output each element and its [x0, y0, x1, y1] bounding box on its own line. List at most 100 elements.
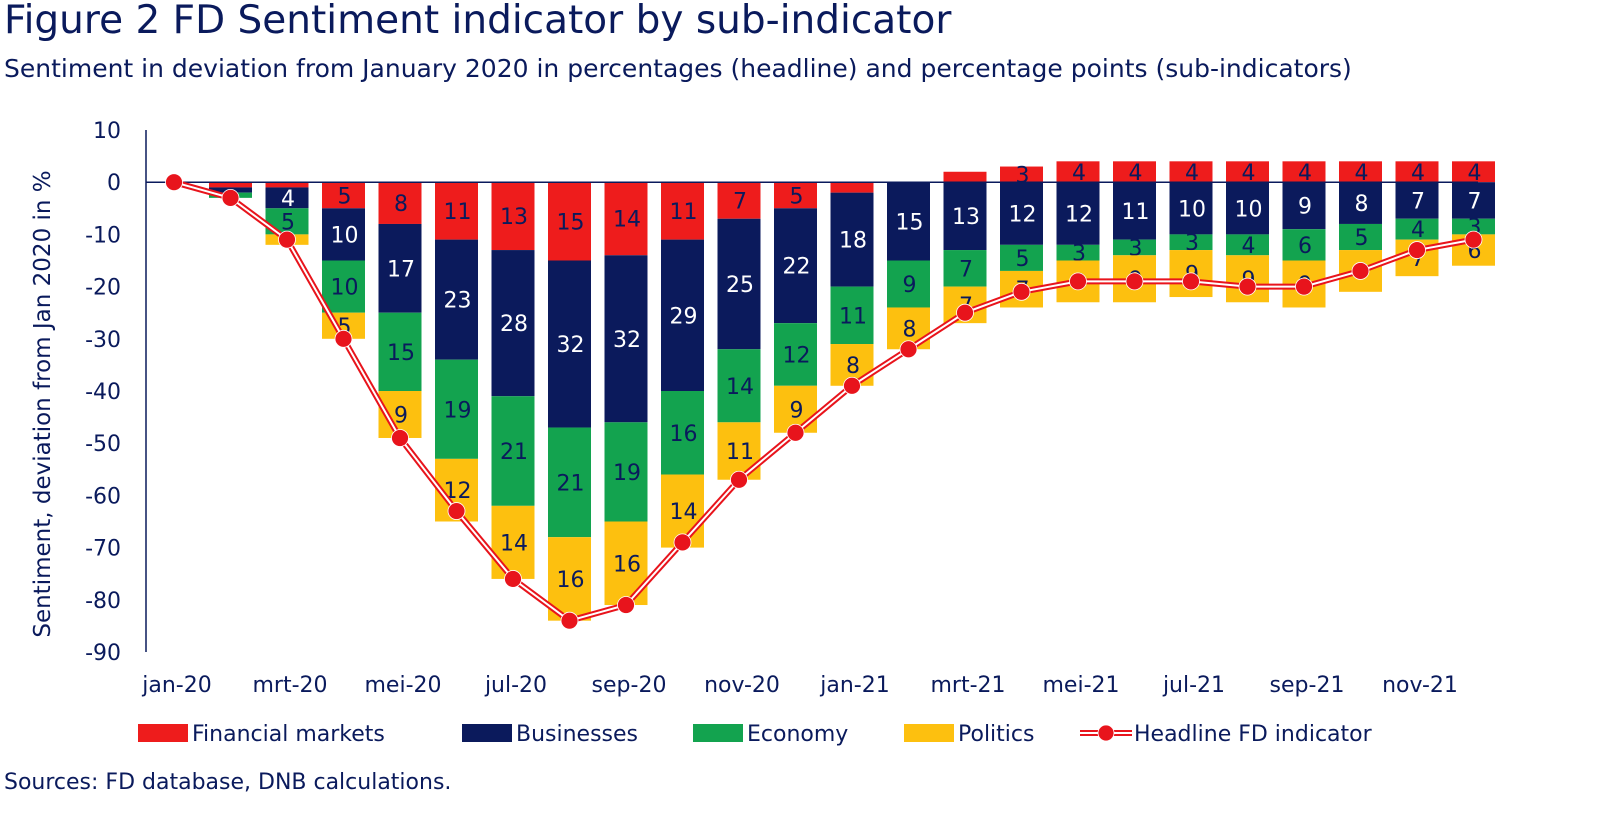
headline-point [222, 189, 239, 206]
bar-financial [831, 182, 874, 192]
data-label-businesses: 15 [896, 210, 924, 235]
headline-point [1183, 273, 1200, 290]
legend-swatch-businesses [462, 724, 512, 742]
x-tick-label: nov-20 [704, 673, 780, 698]
x-tick-label: jan-21 [819, 673, 889, 698]
legend-marker-headline [1098, 725, 1114, 741]
data-label-economy: 9 [903, 273, 917, 298]
data-label-politics: 8 [846, 354, 860, 379]
data-label-businesses: 10 [1178, 197, 1206, 222]
data-label-financial: 15 [557, 210, 585, 235]
data-label-economy: 21 [557, 471, 585, 496]
data-label-economy: 6 [1298, 234, 1312, 259]
data-label-businesses: 32 [613, 328, 641, 353]
data-label-businesses: 17 [387, 257, 415, 282]
data-label-economy: 5 [1355, 226, 1369, 251]
legend-label-politics: Politics [958, 722, 1034, 747]
headline-point [957, 304, 974, 321]
x-tick-label: nov-21 [1382, 673, 1458, 698]
headline-point [844, 377, 861, 394]
legend-label-headline: Headline FD indicator [1134, 722, 1373, 747]
x-tick-label: jul-21 [1162, 673, 1225, 698]
headline-point [448, 503, 465, 520]
data-label-businesses: 32 [557, 333, 585, 358]
y-tick-label: -30 [85, 328, 121, 353]
legend-label-businesses: Businesses [516, 722, 638, 747]
data-label-economy: 4 [1242, 234, 1256, 259]
headline-line-inner [174, 182, 1474, 620]
y-tick-label: -10 [85, 223, 121, 248]
headline-point [335, 330, 352, 347]
x-tick-label: jan-20 [141, 673, 211, 698]
headline-point [900, 341, 917, 358]
headline-point [731, 471, 748, 488]
headline-point [279, 231, 296, 248]
data-label-businesses: 29 [670, 304, 698, 329]
bar-financial [209, 182, 252, 187]
y-tick-label: -60 [85, 484, 121, 509]
data-label-economy: 11 [839, 304, 867, 329]
data-label-financial: 8 [394, 192, 408, 217]
x-tick-label: mei-21 [1042, 673, 1119, 698]
data-label-economy: 4 [1411, 218, 1425, 243]
chart-source: Sources: FD database, DNB calculations. [4, 770, 451, 795]
data-label-businesses: 10 [331, 223, 359, 248]
data-label-financial: 13 [500, 205, 528, 230]
headline-point [1126, 273, 1143, 290]
legend-swatch-politics [904, 724, 954, 742]
headline-point [561, 612, 578, 629]
data-label-economy: 15 [387, 341, 415, 366]
data-label-politics: 9 [394, 403, 408, 428]
y-tick-label: 10 [93, 119, 121, 144]
data-label-economy: 5 [1016, 247, 1030, 272]
data-label-economy: 10 [331, 276, 359, 301]
x-tick-label: sep-21 [1270, 673, 1345, 698]
data-label-economy: 19 [613, 461, 641, 486]
data-label-businesses: 12 [1065, 203, 1093, 228]
y-tick-label: -70 [85, 537, 121, 562]
data-label-economy: 14 [726, 375, 754, 400]
y-tick-label: -40 [85, 380, 121, 405]
data-label-businesses: 11 [1122, 200, 1150, 225]
headline-point [1239, 278, 1256, 295]
data-label-financial: 7 [733, 189, 747, 214]
headline-point [392, 429, 409, 446]
headline-point [505, 570, 522, 587]
data-label-businesses: 7 [1411, 189, 1425, 214]
headline-point [166, 174, 183, 191]
data-label-economy: 19 [444, 398, 472, 423]
data-label-financial: 5 [338, 184, 352, 209]
data-label-businesses: 23 [444, 289, 472, 314]
chart-svg: Sentiment, deviation from Jan 2020 in % … [0, 0, 1600, 826]
headline-point [1296, 278, 1313, 295]
x-tick-label: mei-20 [364, 673, 441, 698]
x-tick-label: mrt-20 [252, 673, 327, 698]
data-label-businesses: 9 [1298, 195, 1312, 220]
x-tick-label: mrt-21 [930, 673, 1005, 698]
y-tick-label: -90 [85, 641, 121, 666]
headline-point [674, 534, 691, 551]
x-tick-label: sep-20 [592, 673, 667, 698]
y-tick-label: -50 [85, 432, 121, 457]
data-label-economy: 16 [670, 422, 698, 447]
headline-point [618, 597, 635, 614]
data-label-businesses: 8 [1355, 192, 1369, 217]
data-label-financial: 14 [613, 208, 641, 233]
data-label-economy: 12 [783, 343, 811, 368]
y-axis-label: Sentiment, deviation from Jan 2020 in % [30, 170, 56, 637]
y-tick-label: -80 [85, 589, 121, 614]
data-label-economy: 21 [500, 440, 528, 465]
data-label-politics: 11 [726, 440, 754, 465]
data-label-businesses: 7 [1468, 189, 1482, 214]
data-label-politics: 14 [670, 500, 698, 525]
data-label-businesses: 13 [952, 205, 980, 230]
data-label-financial: 5 [790, 184, 804, 209]
headline-line-outer [174, 182, 1474, 620]
data-label-businesses: 10 [1235, 197, 1263, 222]
data-label-politics: 16 [613, 552, 641, 577]
data-label-politics: 9 [790, 398, 804, 423]
headline-point [787, 424, 804, 441]
legend-label-economy: Economy [747, 722, 848, 747]
y-tick-label: 0 [107, 171, 121, 196]
data-label-politics: 14 [500, 531, 528, 556]
